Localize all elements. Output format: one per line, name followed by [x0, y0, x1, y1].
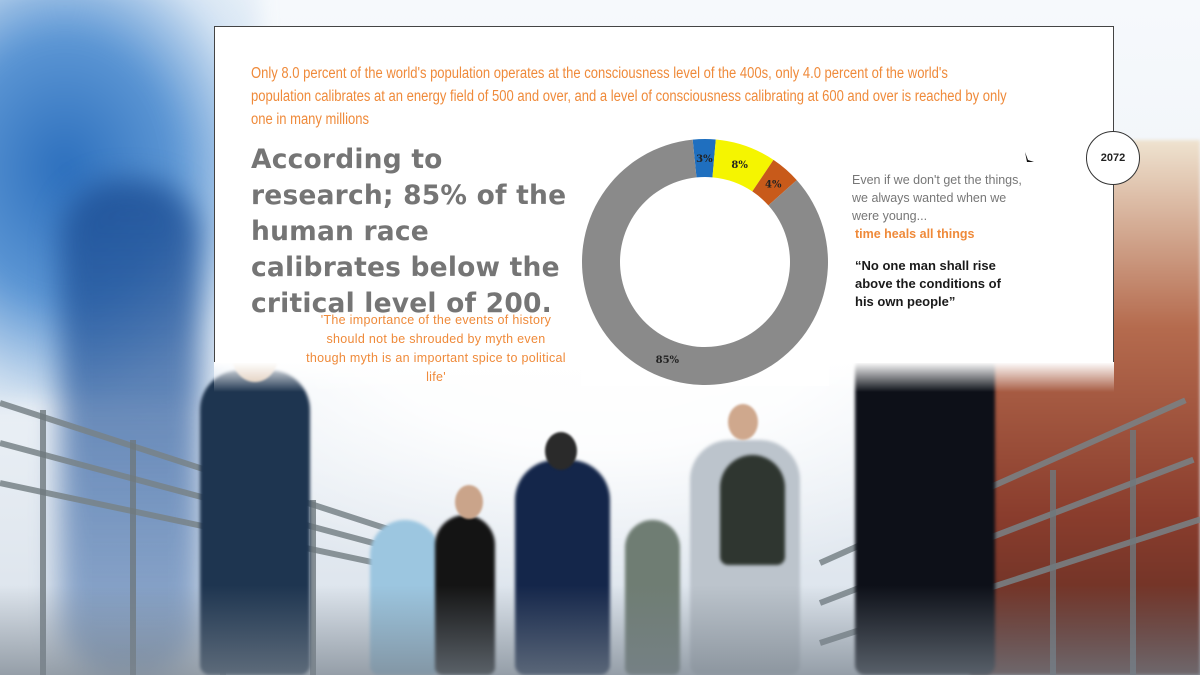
- donut-slice: [752, 159, 797, 206]
- backpack: [720, 455, 785, 565]
- year-badge: 2072: [1086, 131, 1140, 185]
- donut-label: 85%: [656, 355, 680, 366]
- pen-mark-icon: [1025, 152, 1034, 162]
- reflection-block: Even if we don't get the things, we alwa…: [852, 171, 1022, 243]
- donut-slice: [712, 139, 774, 192]
- pedestrian-head: [455, 485, 483, 519]
- railing-post: [1050, 470, 1056, 675]
- donut-slice: [692, 139, 716, 178]
- pedestrian-head: [545, 432, 577, 470]
- railing-post: [40, 410, 46, 675]
- donut-label: 3%: [696, 154, 713, 165]
- badge-number: 2072: [1100, 152, 1126, 164]
- railing-post: [1130, 430, 1136, 675]
- intro-text: Only 8.0 percent of the world's populati…: [251, 65, 1007, 128]
- donut-label: 4%: [765, 180, 782, 191]
- donut-label: 8%: [731, 160, 748, 171]
- railing-post: [130, 440, 136, 675]
- headline: According to research; 85% of the human …: [251, 144, 567, 319]
- walkway: [0, 585, 1200, 675]
- donut-slice: [582, 139, 828, 385]
- donut-chart: 3% 8% 4% 85%: [581, 136, 829, 386]
- reflection-highlight: time heals all things: [855, 227, 975, 241]
- people-quote: “No one man shall rise above the conditi…: [855, 258, 1001, 309]
- reflection-text: Even if we don't get the things, we alwa…: [852, 173, 1022, 223]
- history-quote: 'The importance of the events of history…: [306, 313, 566, 384]
- pedestrian-head: [728, 404, 758, 440]
